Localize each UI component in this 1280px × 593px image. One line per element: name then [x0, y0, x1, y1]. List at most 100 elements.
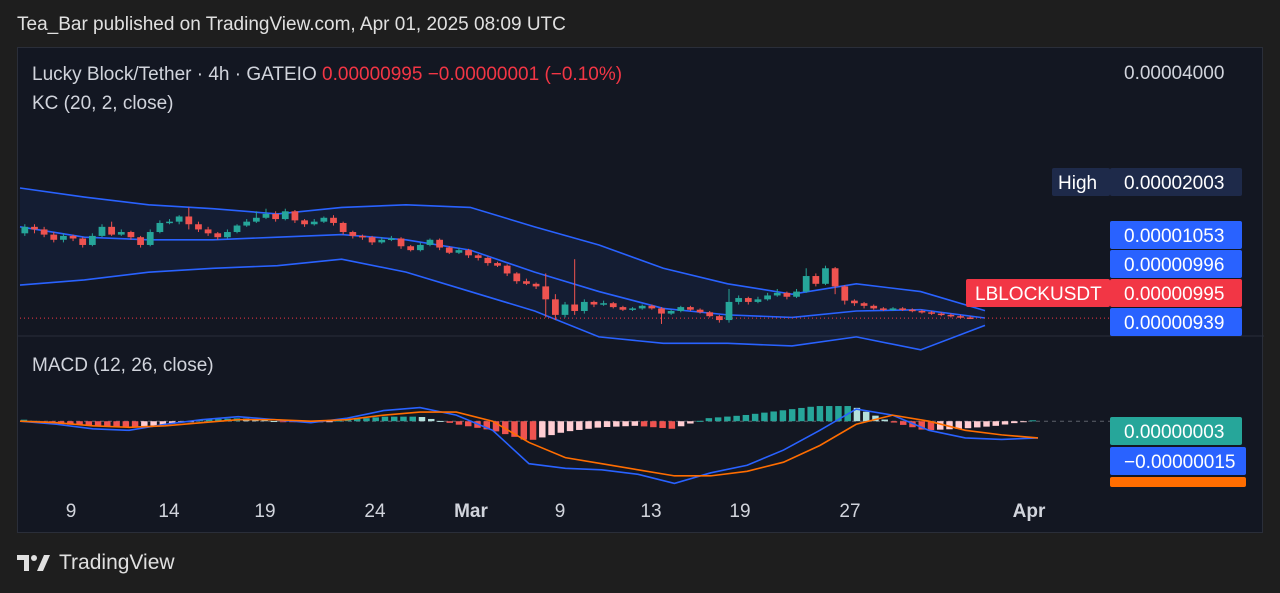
candle-body[interactable]	[195, 224, 202, 230]
candle-body[interactable]	[117, 232, 125, 235]
candle-body[interactable]	[947, 314, 955, 317]
candle-body[interactable]	[436, 239, 443, 248]
candle-body[interactable]	[484, 257, 492, 264]
candle-body[interactable]	[204, 229, 212, 234]
candle-body[interactable]	[590, 301, 598, 305]
candle-body[interactable]	[281, 211, 289, 220]
candle-body[interactable]	[407, 246, 415, 251]
candle-body[interactable]	[667, 310, 675, 314]
candle-body[interactable]	[330, 217, 337, 223]
candle-body[interactable]	[291, 211, 299, 221]
candle-body[interactable]	[928, 312, 935, 314]
candle-body[interactable]	[619, 307, 627, 310]
candle-body[interactable]	[272, 213, 280, 220]
candle-body[interactable]	[88, 235, 96, 245]
candle-body[interactable]	[715, 316, 723, 321]
candle-body[interactable]	[185, 216, 193, 225]
candle-body[interactable]	[98, 226, 106, 236]
candle-body[interactable]	[127, 232, 135, 238]
candle-body[interactable]	[465, 250, 472, 256]
candle-body[interactable]	[802, 276, 810, 292]
candle-body[interactable]	[50, 234, 58, 240]
candle-body[interactable]	[21, 226, 29, 234]
candle-body[interactable]	[146, 232, 154, 245]
candle-body[interactable]	[368, 237, 376, 243]
candle-body[interactable]	[725, 301, 733, 321]
candle-body[interactable]	[957, 316, 964, 318]
candle-body[interactable]	[648, 305, 656, 309]
candle-body[interactable]	[31, 226, 38, 230]
candle-body[interactable]	[301, 220, 308, 225]
candle-body[interactable]	[870, 305, 878, 309]
candle-body[interactable]	[754, 299, 762, 302]
candle-body[interactable]	[542, 286, 550, 300]
candle-body[interactable]	[908, 309, 916, 312]
candle-body[interactable]	[378, 239, 386, 243]
candle-body[interactable]	[523, 281, 530, 284]
candle-body[interactable]	[224, 232, 231, 238]
candle-body[interactable]	[735, 298, 743, 302]
candle-body[interactable]	[60, 235, 67, 240]
candle-body[interactable]	[474, 255, 482, 258]
candle-body[interactable]	[388, 238, 395, 240]
candle-body[interactable]	[359, 235, 366, 238]
candle-body[interactable]	[638, 305, 646, 309]
candle-body[interactable]	[706, 312, 714, 317]
candle-body[interactable]	[773, 292, 781, 296]
candle-body[interactable]	[137, 237, 144, 245]
candle-body[interactable]	[503, 265, 511, 274]
candle-body[interactable]	[233, 225, 241, 233]
candle-body[interactable]	[397, 238, 405, 247]
candle-body[interactable]	[812, 276, 820, 284]
candle-body[interactable]	[166, 221, 173, 224]
candle-body[interactable]	[349, 232, 357, 236]
candle-body[interactable]	[860, 303, 868, 306]
candle-body[interactable]	[552, 299, 559, 315]
candle-body[interactable]	[252, 217, 260, 222]
candle-body[interactable]	[513, 273, 521, 282]
candle-body[interactable]	[831, 268, 839, 287]
candle-body[interactable]	[783, 292, 791, 297]
candle-body[interactable]	[532, 283, 540, 287]
candle-body[interactable]	[79, 238, 87, 245]
candle-body[interactable]	[687, 307, 694, 310]
candle-body[interactable]	[108, 226, 116, 235]
candle-body[interactable]	[841, 286, 849, 301]
candle-body[interactable]	[677, 307, 685, 311]
candle-body[interactable]	[416, 244, 424, 251]
candle-body[interactable]	[494, 263, 501, 266]
candle-body[interactable]	[744, 298, 752, 302]
candle-body[interactable]	[214, 233, 222, 238]
candle-body[interactable]	[629, 308, 636, 310]
candle-body[interactable]	[571, 304, 579, 311]
candle-body[interactable]	[561, 304, 569, 315]
candle-body[interactable]	[889, 308, 897, 310]
candle-body[interactable]	[320, 217, 328, 222]
candle-body[interactable]	[609, 303, 617, 308]
candle-body[interactable]	[658, 308, 665, 314]
candle-body[interactable]	[175, 216, 183, 222]
candle-body[interactable]	[822, 268, 829, 284]
chart-canvas[interactable]: Lucky Block/Tether · 4h · GATEIO 0.00000…	[18, 48, 1264, 534]
candle-body[interactable]	[879, 308, 887, 310]
candle-body[interactable]	[899, 308, 907, 310]
candle-body[interactable]	[580, 301, 588, 311]
candle-body[interactable]	[696, 309, 704, 313]
candle-body[interactable]	[764, 295, 771, 300]
candle-body[interactable]	[262, 213, 270, 218]
candle-body[interactable]	[156, 222, 164, 233]
candle-body[interactable]	[918, 310, 926, 313]
candle-body[interactable]	[937, 313, 945, 316]
candle-body[interactable]	[600, 303, 607, 305]
candle-body[interactable]	[310, 221, 318, 225]
candle-body[interactable]	[966, 317, 974, 319]
candle-body[interactable]	[339, 222, 347, 233]
candle-body[interactable]	[426, 239, 434, 245]
candle-body[interactable]	[455, 250, 463, 253]
candle-body[interactable]	[445, 247, 453, 253]
candle-body[interactable]	[851, 300, 858, 304]
candle-body[interactable]	[793, 291, 800, 297]
candle-body[interactable]	[69, 235, 77, 239]
candle-body[interactable]	[40, 229, 48, 235]
candle-body[interactable]	[243, 221, 251, 226]
